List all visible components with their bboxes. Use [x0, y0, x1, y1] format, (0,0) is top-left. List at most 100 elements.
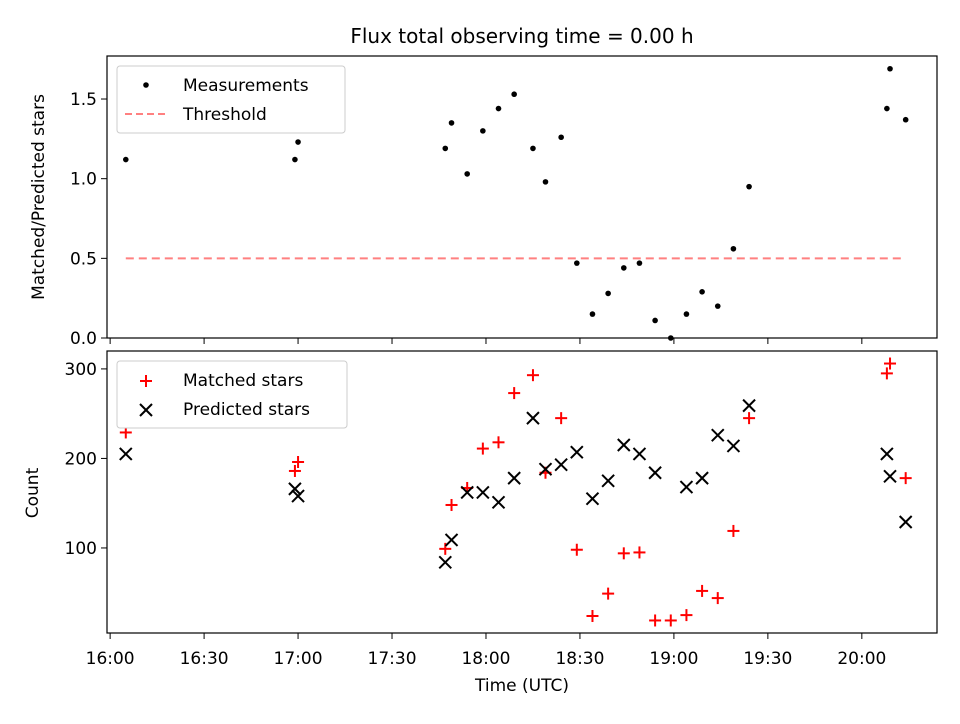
measurements-point [511, 91, 517, 98]
legend-matched-label: Matched stars [183, 371, 303, 391]
x-tick-label: 19:00 [649, 649, 698, 669]
predicted-stars-point [438, 555, 452, 569]
predicted-stars-point [119, 447, 133, 461]
matched-stars-point [288, 464, 301, 477]
matched-stars-point [555, 412, 568, 425]
counts-legend: Matched stars Predicted stars [116, 360, 348, 429]
ratio-panel: 0.0 0.5 1.0 1.5 Matched/Predicted stars Mea… [29, 55, 938, 349]
predicted-stars-point [585, 492, 600, 506]
predicted-stars-point [491, 495, 506, 510]
measurements-point [292, 156, 298, 163]
predicted-stars-point [632, 447, 647, 461]
measurements-point [589, 311, 596, 317]
measurements-point [464, 171, 470, 177]
measurements-point [652, 317, 658, 324]
matched-stars-point [711, 592, 724, 605]
measurements-point [887, 65, 893, 72]
matched-stars-point [508, 387, 521, 400]
matched-stars-point [617, 547, 630, 560]
measurements-point [730, 245, 737, 252]
counts-y-tick-label: 100 [65, 539, 97, 559]
measurements-point [542, 179, 549, 185]
matched-stars-point [727, 524, 740, 537]
matched-stars-point [602, 587, 615, 600]
x-tick-label: 16:00 [86, 649, 135, 669]
matched-stars-point [880, 367, 893, 380]
x-tick-label: 16:30 [180, 649, 229, 669]
ratio-plot-frame [106, 55, 938, 339]
ratio-y-tick-label: 1.0 [70, 170, 97, 190]
legend-threshold-label: Threshold [182, 105, 267, 125]
matched-stars-point [586, 609, 599, 622]
predicted-stars-point [476, 485, 490, 500]
ratio-y-tick-label: 1.5 [70, 90, 97, 110]
measurements-point [574, 260, 580, 266]
predicted-stars-point [880, 447, 894, 461]
measurements-point [495, 105, 502, 112]
x-tick-label: 17:30 [368, 649, 417, 669]
x-tick-label: 19:30 [743, 649, 792, 669]
predicted-stars-point [695, 471, 709, 485]
matched-stars-point [445, 498, 458, 511]
matched-stars-point [292, 456, 305, 469]
predicted-stars-point [711, 428, 725, 442]
legend-measurements-label: Measurements [183, 76, 309, 96]
measurements-point [620, 265, 627, 271]
measurements-point [442, 145, 449, 152]
predicted-stars-point [617, 438, 631, 452]
matched-stars-point [884, 357, 897, 370]
ratio-y-axis-label: Matched/Predicted stars [29, 94, 49, 300]
x-tick-label: 17:00 [274, 649, 323, 669]
predicted-stars-point [726, 439, 741, 453]
measurements-point [902, 116, 909, 123]
counts-y-tick-label: 300 [65, 360, 97, 380]
legend-predicted-label: Predicted stars [183, 400, 310, 420]
measurements-point [530, 145, 536, 152]
matched-stars-point [492, 436, 505, 449]
matched-stars-point [633, 546, 646, 559]
matched-stars-point [439, 542, 452, 555]
measurements-point [295, 139, 301, 145]
matched-stars-point [696, 584, 709, 597]
counts-y-tick-label: 200 [65, 449, 97, 469]
predicted-stars-point [898, 515, 913, 529]
counts-panel: 100 200 300 16:00 16:30 17:00 17:30 18:00 18:30… [23, 350, 938, 696]
predicted-stars-point [601, 474, 615, 488]
predicted-stars-point [742, 398, 756, 413]
chart-title: Flux total observing time = 0.00 h [350, 24, 693, 48]
ratio-y-tick-label: 0.5 [70, 249, 97, 269]
ratio-y-tick-label: 0.0 [70, 329, 97, 349]
legend-measurements-marker [143, 82, 149, 88]
measurements-point [683, 311, 690, 317]
measurements-point [605, 290, 611, 297]
measurements-point [636, 260, 643, 266]
measurements-point [480, 128, 486, 134]
matched-stars-point [476, 442, 489, 455]
predicted-stars-point [288, 482, 302, 496]
matched-stars-point [743, 412, 756, 425]
predicted-stars-point [679, 480, 694, 494]
legend-predicted-marker [139, 403, 153, 417]
x-tick-label: 20:00 [837, 649, 886, 669]
predicted-stars-point [291, 489, 305, 503]
measurements-point [448, 120, 455, 126]
predicted-stars-point [538, 462, 553, 476]
counts-y-axis-label: Count [23, 467, 43, 518]
measurements-point [122, 156, 129, 163]
predicted-stars-point [883, 469, 897, 484]
predicted-stars-point [507, 471, 521, 485]
x-tick-label: 18:30 [555, 649, 604, 669]
predicted-stars-point [444, 533, 459, 547]
measurements-point [558, 134, 564, 141]
predicted-stars-point [526, 411, 540, 425]
measurements-point [884, 105, 890, 112]
measurements-point [667, 335, 674, 341]
matched-stars-point [680, 609, 693, 622]
legend-matched-marker [140, 375, 152, 387]
measurements-point [746, 183, 752, 190]
measurements-point [714, 303, 721, 309]
matched-stars-point [664, 614, 677, 627]
measurements-point [699, 288, 705, 295]
counts-plot-frame [106, 350, 938, 634]
